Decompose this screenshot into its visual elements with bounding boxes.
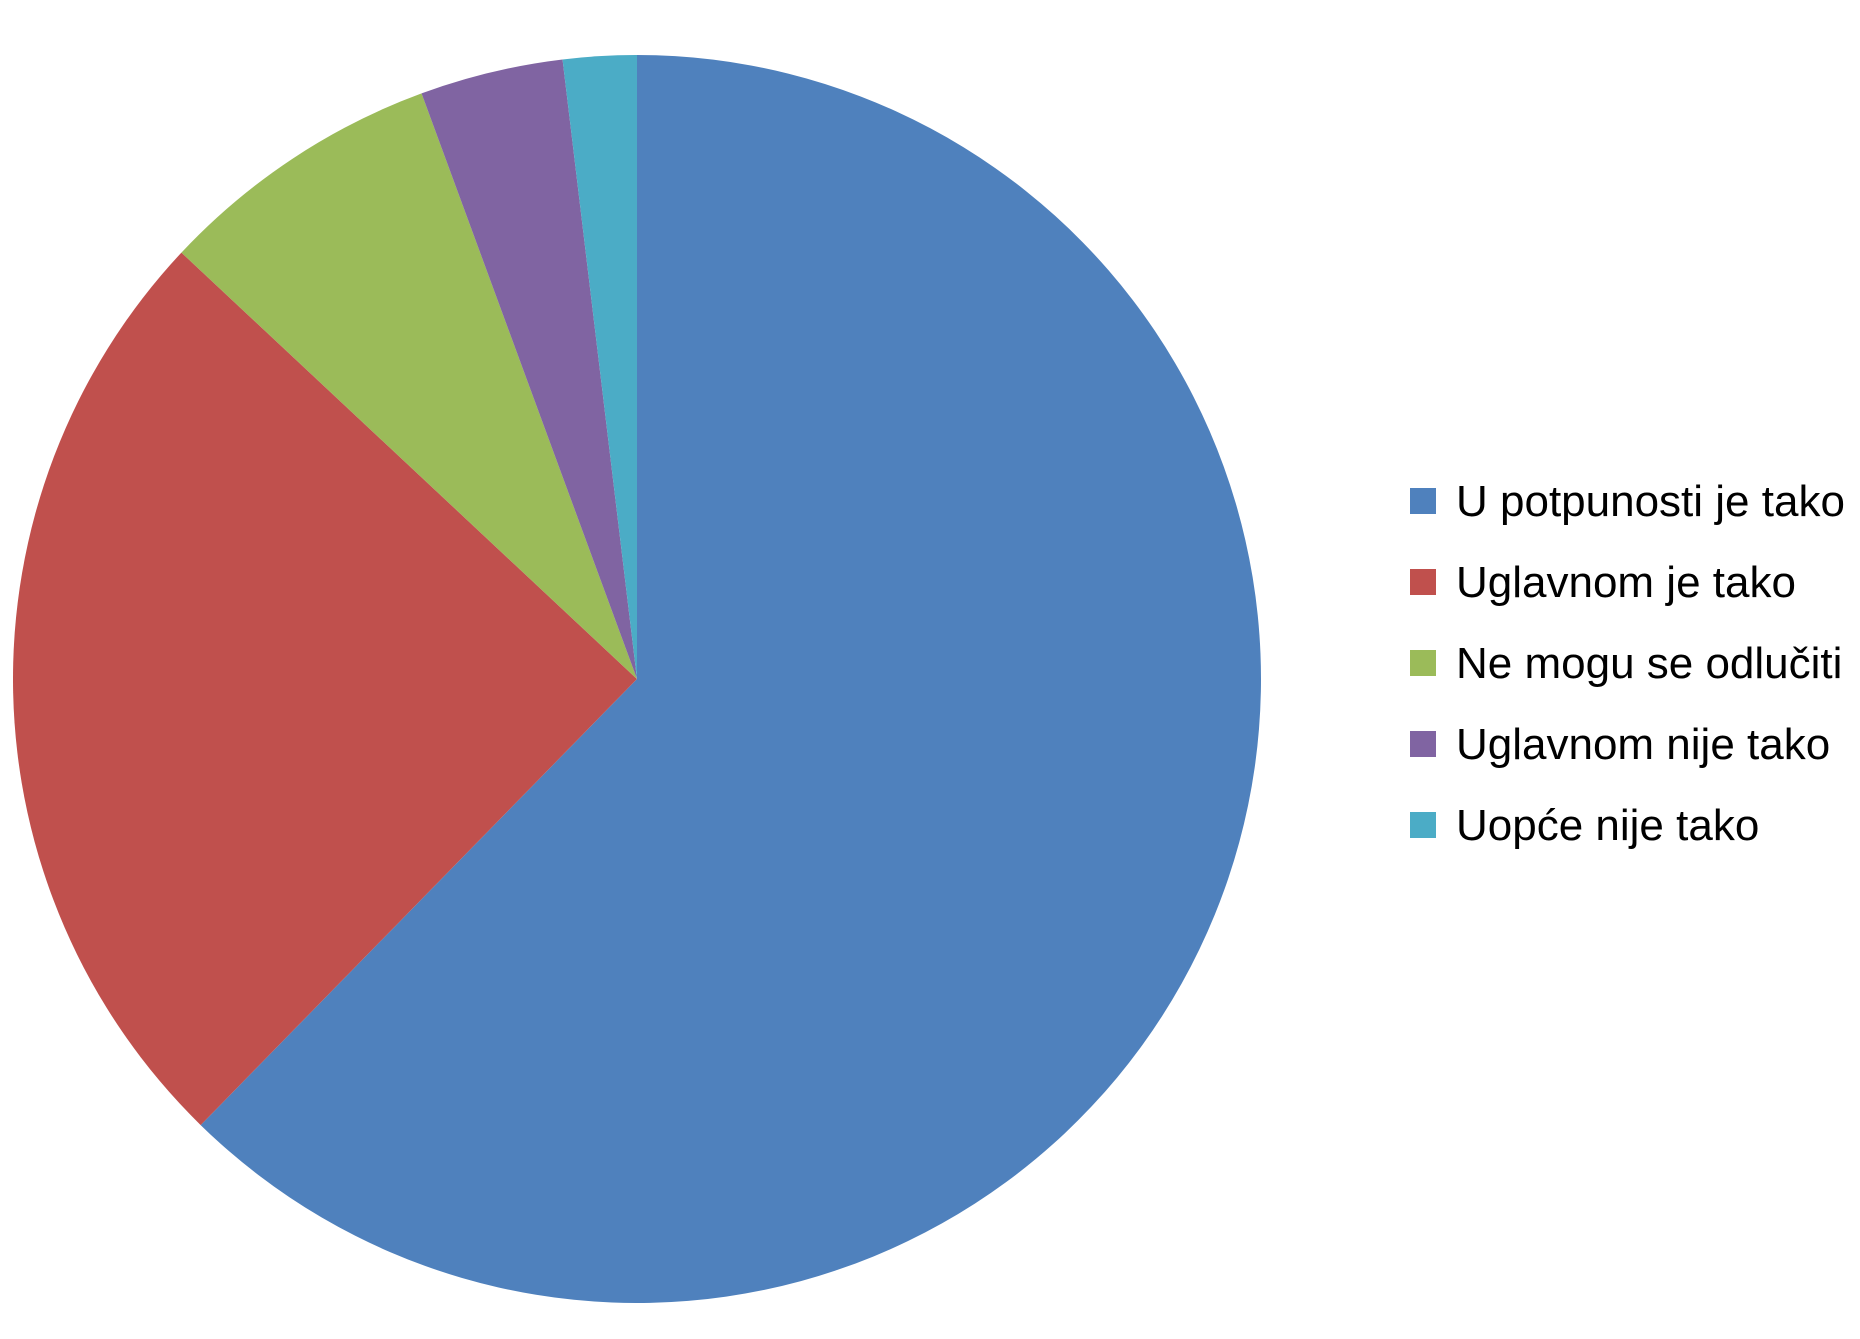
pie-slice-2 — [12, 252, 637, 1126]
legend-item: Uopće nije tako — [1410, 801, 1759, 850]
legend-item: Uglavnom nije tako — [1410, 720, 1830, 769]
legend-item: U potpunosti je tako — [1410, 477, 1845, 526]
legend-swatch — [1410, 488, 1436, 514]
pie-slice-1 — [200, 55, 1261, 1303]
legend-item: Uglavnom je tako — [1410, 558, 1796, 607]
legend-item: Ne mogu se odlučiti — [1410, 639, 1842, 688]
legend-label: U potpunosti je tako — [1456, 477, 1845, 526]
legend-label: Uglavnom je tako — [1456, 558, 1796, 607]
pie-slices — [12, 55, 1261, 1303]
pie-slice-5 — [562, 55, 637, 679]
pie-slice-4 — [421, 59, 637, 679]
legend-swatch — [1410, 650, 1436, 676]
chart-legend: U potpunosti je tako Uglavnom je tako Ne m… — [1410, 477, 1845, 850]
legend-swatch — [1410, 569, 1436, 595]
pie-slice-3 — [181, 93, 638, 679]
legend-label: Ne mogu se odlučiti — [1456, 639, 1842, 688]
legend-label: Uopće nije tako — [1456, 801, 1759, 850]
legend-swatch — [1410, 812, 1436, 838]
legend-swatch — [1410, 731, 1436, 757]
legend-label: Uglavnom nije tako — [1456, 720, 1830, 769]
